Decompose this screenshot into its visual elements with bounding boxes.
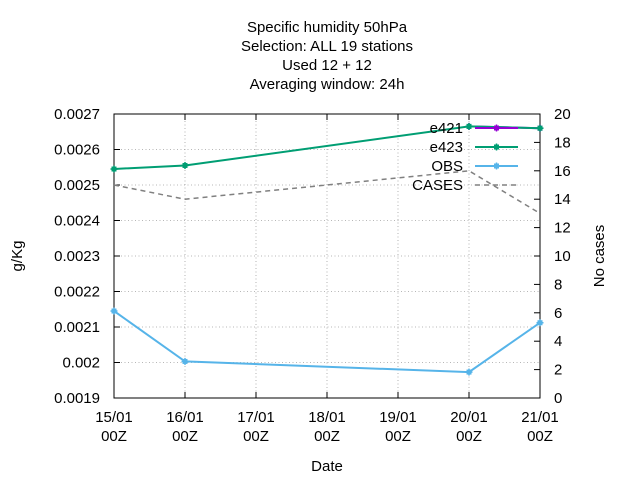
data-point-e423 <box>110 165 118 173</box>
y2-tick-label: 14 <box>554 191 571 208</box>
data-point-e423 <box>465 122 473 130</box>
y-tick-label: 0.002 <box>62 355 100 372</box>
x-tick-label-hour: 00Z <box>243 428 269 445</box>
x-tick-label-hour: 00Z <box>172 428 198 445</box>
data-point-obs <box>110 307 118 315</box>
y2-axis-label: No cases <box>591 225 608 288</box>
y-tick-label: 0.0022 <box>54 284 100 301</box>
x-tick-label-hour: 00Z <box>101 428 127 445</box>
x-tick-label-hour: 00Z <box>385 428 411 445</box>
legend-marker-e421 <box>493 124 500 132</box>
marker-box <box>182 162 188 168</box>
data-point-obs <box>536 319 544 327</box>
y-tick-label: 0.0023 <box>54 248 100 265</box>
marker-box <box>466 123 472 129</box>
marker-box <box>466 369 472 375</box>
y-tick-label: 0.0025 <box>54 177 100 194</box>
chart-title-line: Used 12 + 12 <box>282 57 372 74</box>
legend-label-e421: e421 <box>430 120 463 137</box>
x-tick-label-date: 17/01 <box>237 409 275 426</box>
y-tick-label: 0.0019 <box>54 390 100 407</box>
legend-marker-e423 <box>493 143 500 151</box>
data-point-obs <box>181 357 189 365</box>
marker-box <box>494 125 499 131</box>
legend-label-e423: e423 <box>430 139 463 156</box>
x-axis-label: Date <box>311 458 343 475</box>
y2-tick-label: 0 <box>554 390 562 407</box>
marker-box <box>537 320 543 326</box>
chart-title-line: Specific humidity 50hPa <box>247 19 408 36</box>
axis-ticks: 0.0019 0.002 0.0021 0.0022 0.0023 0.0024 0.002… <box>54 106 571 445</box>
data-point-e423 <box>536 124 544 132</box>
x-tick-label-date: 19/01 <box>379 409 417 426</box>
x-tick-label-date: 20/01 <box>450 409 488 426</box>
y2-tick-label: 18 <box>554 134 571 151</box>
series <box>110 122 544 376</box>
legend-marker-obs <box>493 162 500 170</box>
x-tick-label-date: 21/01 <box>521 409 559 426</box>
marker-box <box>182 358 188 364</box>
y2-tick-label: 6 <box>554 305 562 322</box>
marker-box <box>494 144 499 150</box>
marker-box <box>111 166 117 172</box>
y2-tick-label: 16 <box>554 163 571 180</box>
chart-title-line: Averaging window: 24h <box>250 76 405 93</box>
x-tick-label-date: 18/01 <box>308 409 346 426</box>
marker-box <box>494 163 499 169</box>
y-tick-label: 0.0027 <box>54 106 100 123</box>
legend: e421 e423 OBS CASES <box>412 120 518 194</box>
y2-tick-label: 8 <box>554 276 562 293</box>
marker-box <box>537 125 543 131</box>
y2-tick-label: 10 <box>554 248 571 265</box>
y2-tick-label: 20 <box>554 106 571 123</box>
series-line-cases <box>113 170 541 215</box>
y-tick-label: 0.0026 <box>54 142 100 159</box>
y-tick-label: 0.0021 <box>54 319 100 336</box>
legend-label-cases: CASES <box>412 177 463 194</box>
x-tick-label-date: 16/01 <box>166 409 204 426</box>
y2-tick-label: 4 <box>554 333 562 350</box>
x-tick-label-date: 15/01 <box>95 409 133 426</box>
legend-label-obs: OBS <box>431 158 463 175</box>
y-tick-label: 0.0024 <box>54 213 100 230</box>
chart-title: Specific humidity 50hPa Selection: ALL 19… <box>241 19 413 93</box>
x-tick-label-hour: 00Z <box>314 428 340 445</box>
marker-box <box>111 308 117 314</box>
x-tick-label-hour: 00Z <box>456 428 482 445</box>
x-tick-label-hour: 00Z <box>527 428 553 445</box>
chart-title-line: Selection: ALL 19 stations <box>241 38 413 55</box>
y2-tick-label: 12 <box>554 220 571 237</box>
data-point-e423 <box>181 161 189 169</box>
data-point-obs <box>465 368 473 376</box>
series-line-obs <box>113 310 541 374</box>
y-axis-label: g/Kg <box>9 241 26 272</box>
y2-tick-label: 2 <box>554 362 562 379</box>
